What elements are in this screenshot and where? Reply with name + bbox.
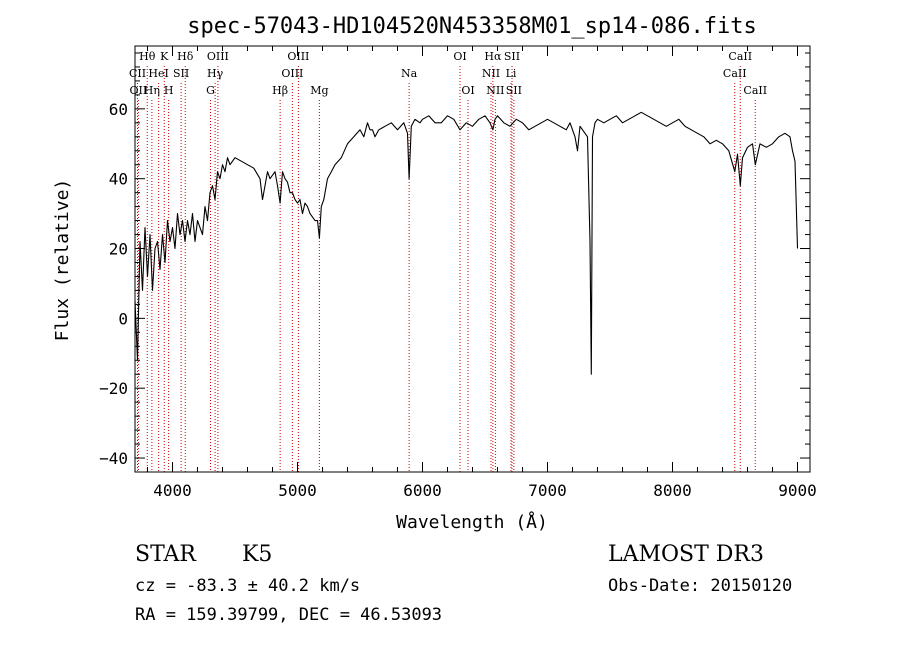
coordinates: RA = 159.39799, DEC = 46.53093 bbox=[135, 605, 442, 625]
y-tick-label--20: −20 bbox=[99, 379, 128, 398]
redshift-cz: cz = -83.3 ± 40.2 km/s bbox=[135, 576, 360, 596]
y-tick-label-40: 40 bbox=[109, 170, 128, 189]
line-label-14: Hβ bbox=[272, 84, 288, 97]
line-label-11: G bbox=[206, 84, 215, 97]
x-tick-label-8000: 8000 bbox=[653, 481, 692, 500]
line-label-18: OI bbox=[461, 84, 474, 97]
x-tick-label-6000: 6000 bbox=[403, 481, 442, 500]
y-tick-label-20: 20 bbox=[109, 240, 128, 259]
object-subclass: K5 bbox=[242, 542, 272, 567]
survey-name: LAMOST DR3 bbox=[608, 542, 764, 567]
line-label-19: Hα bbox=[484, 50, 502, 63]
object-class: STAR bbox=[135, 542, 197, 567]
x-tick-label-4000: 4000 bbox=[153, 481, 192, 500]
line-label-23: Li bbox=[506, 67, 517, 80]
line-label-24: SII bbox=[506, 84, 522, 97]
line-label-22: SII bbox=[504, 50, 520, 63]
line-label-13: OIII bbox=[281, 67, 303, 80]
line-label-4: HeI bbox=[148, 67, 168, 80]
line-label-17: OI bbox=[453, 50, 466, 63]
x-tick-label-7000: 7000 bbox=[528, 481, 567, 500]
line-label-3: K bbox=[160, 50, 169, 63]
line-label-21: NII bbox=[486, 84, 504, 97]
plot-frame bbox=[134, 45, 811, 473]
y-tick-label-0: 0 bbox=[118, 309, 128, 328]
line-label-6: Hδ bbox=[177, 50, 194, 63]
y-tick-label-60: 60 bbox=[109, 100, 128, 119]
x-tick-label-9000: 9000 bbox=[778, 481, 817, 500]
line-label-12: OIII bbox=[287, 50, 309, 63]
y-tick-label--40: −40 bbox=[99, 449, 128, 468]
line-label-25: CaII bbox=[728, 50, 752, 63]
x-axis-label: Wavelength (Å) bbox=[396, 511, 548, 533]
y-axis-label: Flux (relative) bbox=[52, 179, 73, 342]
plot-area: Hθ CII OII K HeI Hη Hδ SII H OIII Hγ G OIII OIII Hβ Mg N… bbox=[99, 45, 817, 500]
line-label-7: SII bbox=[173, 67, 189, 80]
line-label-26: CaII bbox=[723, 67, 747, 80]
line-label-1: CII bbox=[129, 67, 146, 80]
line-label-0: Hθ bbox=[139, 50, 156, 63]
x-tick-label-5000: 5000 bbox=[278, 481, 317, 500]
line-label-15: Mg bbox=[310, 84, 328, 97]
observation-date: Obs-Date: 20150120 bbox=[608, 576, 792, 596]
line-label-20: NII bbox=[482, 67, 500, 80]
line-label-2: OII bbox=[130, 84, 148, 97]
line-label-5: Hη bbox=[144, 84, 160, 97]
line-label-10: Hγ bbox=[207, 67, 224, 80]
line-label-16: Na bbox=[401, 67, 418, 80]
line-label-27: CaII bbox=[743, 84, 767, 97]
spectrum-line bbox=[134, 111, 799, 375]
line-label-9: OIII bbox=[207, 50, 229, 63]
chart-title: spec-57043-HD104520N453358M01_sp14-086.f… bbox=[187, 14, 757, 39]
line-label-8: H bbox=[164, 84, 174, 97]
